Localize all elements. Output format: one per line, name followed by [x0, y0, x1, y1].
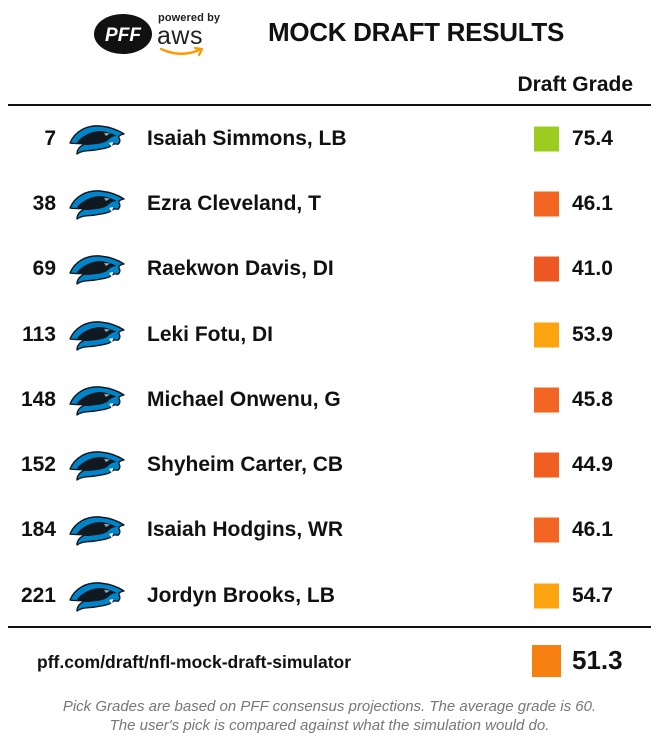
table-row: 148 Michael Onwenu, G 45.8 [0, 367, 659, 432]
draft-grade-value: 41.0 [572, 257, 613, 281]
grade-color-swatch [534, 583, 559, 609]
header: PFF powered by aws MOCK DRAFT RESULTS [0, 0, 659, 66]
powered-by-label: powered by [158, 12, 221, 24]
table-row: 152 Shyheim Carter, CB 44.9 [0, 432, 659, 497]
player-name: Leki Fotu, DI [147, 322, 273, 346]
average-grade-swatch [532, 645, 561, 677]
player-name: Ezra Cleveland, T [147, 191, 321, 215]
grade-color-swatch [534, 387, 559, 413]
pick-number: 38 [32, 191, 56, 215]
pick-number: 148 [20, 387, 56, 411]
player-name: Raekwon Davis, DI [147, 257, 334, 281]
draft-picks-list: 7 Isaiah Simmons, LB 75.4 38 Ezra Clevelan… [0, 106, 659, 628]
carolina-panthers-logo-icon [69, 255, 125, 285]
grade-color-swatch [534, 517, 559, 543]
table-bottom-divider [8, 626, 651, 628]
grading-note-line-2: The user's pick is compared against what… [109, 717, 550, 734]
aws-logo: powered by aws [155, 12, 225, 57]
player-name: Isaiah Hodgins, WR [147, 518, 344, 542]
carolina-panthers-logo-icon [69, 451, 125, 481]
table-row: 69 Raekwon Davis, DI 41.0 [0, 237, 659, 302]
pff-logo-text: PFF [105, 25, 142, 46]
aws-wordmark: aws [157, 22, 203, 50]
draft-grade-value: 46.1 [572, 191, 613, 215]
pick-number: 7 [44, 126, 56, 150]
simulator-url[interactable]: pff.com/draft/nfl-mock-draft-simulator [37, 652, 352, 672]
player-name: Michael Onwenu, G [147, 387, 341, 411]
draft-grade-value: 45.8 [572, 387, 613, 411]
carolina-panthers-logo-icon [69, 124, 125, 155]
draft-grade-value: 53.9 [572, 322, 613, 346]
grade-color-swatch [534, 191, 559, 217]
draft-grade-value: 46.1 [572, 518, 613, 542]
table-row: 184 Isaiah Hodgins, WR 46.1 [0, 498, 659, 563]
player-name: Shyheim Carter, CB [147, 453, 344, 477]
aws-smile-icon [159, 47, 204, 57]
grade-color-swatch [534, 256, 559, 282]
grade-color-swatch [534, 322, 559, 348]
table-row: 38 Ezra Cleveland, T 46.1 [0, 171, 659, 236]
grading-note: Pick Grades are based on PFF consensus p… [0, 697, 659, 735]
carolina-panthers-logo-icon [69, 320, 125, 351]
table-row: 113 Leki Fotu, DI 53.9 [0, 302, 659, 367]
draft-grade-value: 44.9 [572, 453, 613, 477]
carolina-panthers-logo-icon [69, 581, 125, 612]
pick-number: 221 [20, 583, 56, 607]
pff-logo-icon: PFF [94, 14, 152, 54]
pick-number: 69 [32, 257, 56, 281]
pick-number: 113 [22, 322, 56, 346]
draft-grade-column-header: Draft Grade [517, 73, 633, 96]
grade-color-swatch [534, 452, 559, 478]
draft-grade-value: 54.7 [572, 583, 613, 607]
table-row: 221 Jordyn Brooks, LB 54.7 [0, 563, 659, 628]
player-name: Jordyn Brooks, LB [147, 583, 335, 607]
carolina-panthers-logo-icon [69, 516, 125, 547]
draft-grade-value: 75.4 [572, 126, 613, 150]
table-top-divider [8, 104, 651, 106]
pick-number: 184 [20, 518, 56, 542]
pick-number: 152 [20, 453, 56, 477]
table-row: 7 Isaiah Simmons, LB 75.4 [0, 106, 659, 171]
average-grade-value: 51.3 [572, 645, 623, 675]
grading-note-line-1: Pick Grades are based on PFF consensus p… [62, 698, 597, 715]
grade-color-swatch [534, 126, 559, 152]
carolina-panthers-logo-icon [69, 190, 125, 220]
carolina-panthers-logo-icon [69, 386, 125, 416]
page-title: MOCK DRAFT RESULTS [268, 17, 564, 47]
player-name: Isaiah Simmons, LB [147, 126, 347, 150]
